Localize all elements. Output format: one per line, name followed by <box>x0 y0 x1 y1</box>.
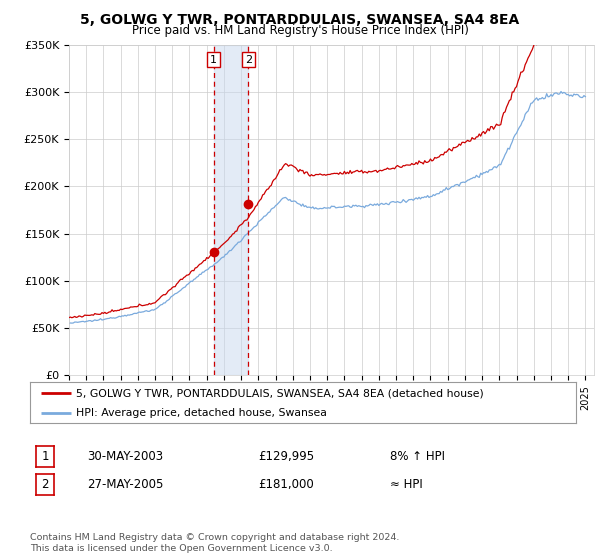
Text: 5, GOLWG Y TWR, PONTARDDULAIS, SWANSEA, SA4 8EA (detached house): 5, GOLWG Y TWR, PONTARDDULAIS, SWANSEA, … <box>76 389 484 398</box>
Text: 2: 2 <box>245 55 252 64</box>
Text: Price paid vs. HM Land Registry's House Price Index (HPI): Price paid vs. HM Land Registry's House … <box>131 24 469 37</box>
Text: 5, GOLWG Y TWR, PONTARDDULAIS, SWANSEA, SA4 8EA: 5, GOLWG Y TWR, PONTARDDULAIS, SWANSEA, … <box>80 13 520 27</box>
Text: 1: 1 <box>210 55 217 64</box>
Text: 1: 1 <box>41 450 49 463</box>
Text: 2: 2 <box>41 478 49 491</box>
Text: £129,995: £129,995 <box>258 450 314 463</box>
Bar <box>214 45 248 375</box>
Text: £181,000: £181,000 <box>258 478 314 491</box>
Text: 30-MAY-2003: 30-MAY-2003 <box>87 450 163 463</box>
Text: 8% ↑ HPI: 8% ↑ HPI <box>390 450 445 463</box>
Text: ≈ HPI: ≈ HPI <box>390 478 423 491</box>
Text: Contains HM Land Registry data © Crown copyright and database right 2024.
This d: Contains HM Land Registry data © Crown c… <box>30 533 400 553</box>
Text: HPI: Average price, detached house, Swansea: HPI: Average price, detached house, Swan… <box>76 408 327 418</box>
Text: 27-MAY-2005: 27-MAY-2005 <box>87 478 163 491</box>
